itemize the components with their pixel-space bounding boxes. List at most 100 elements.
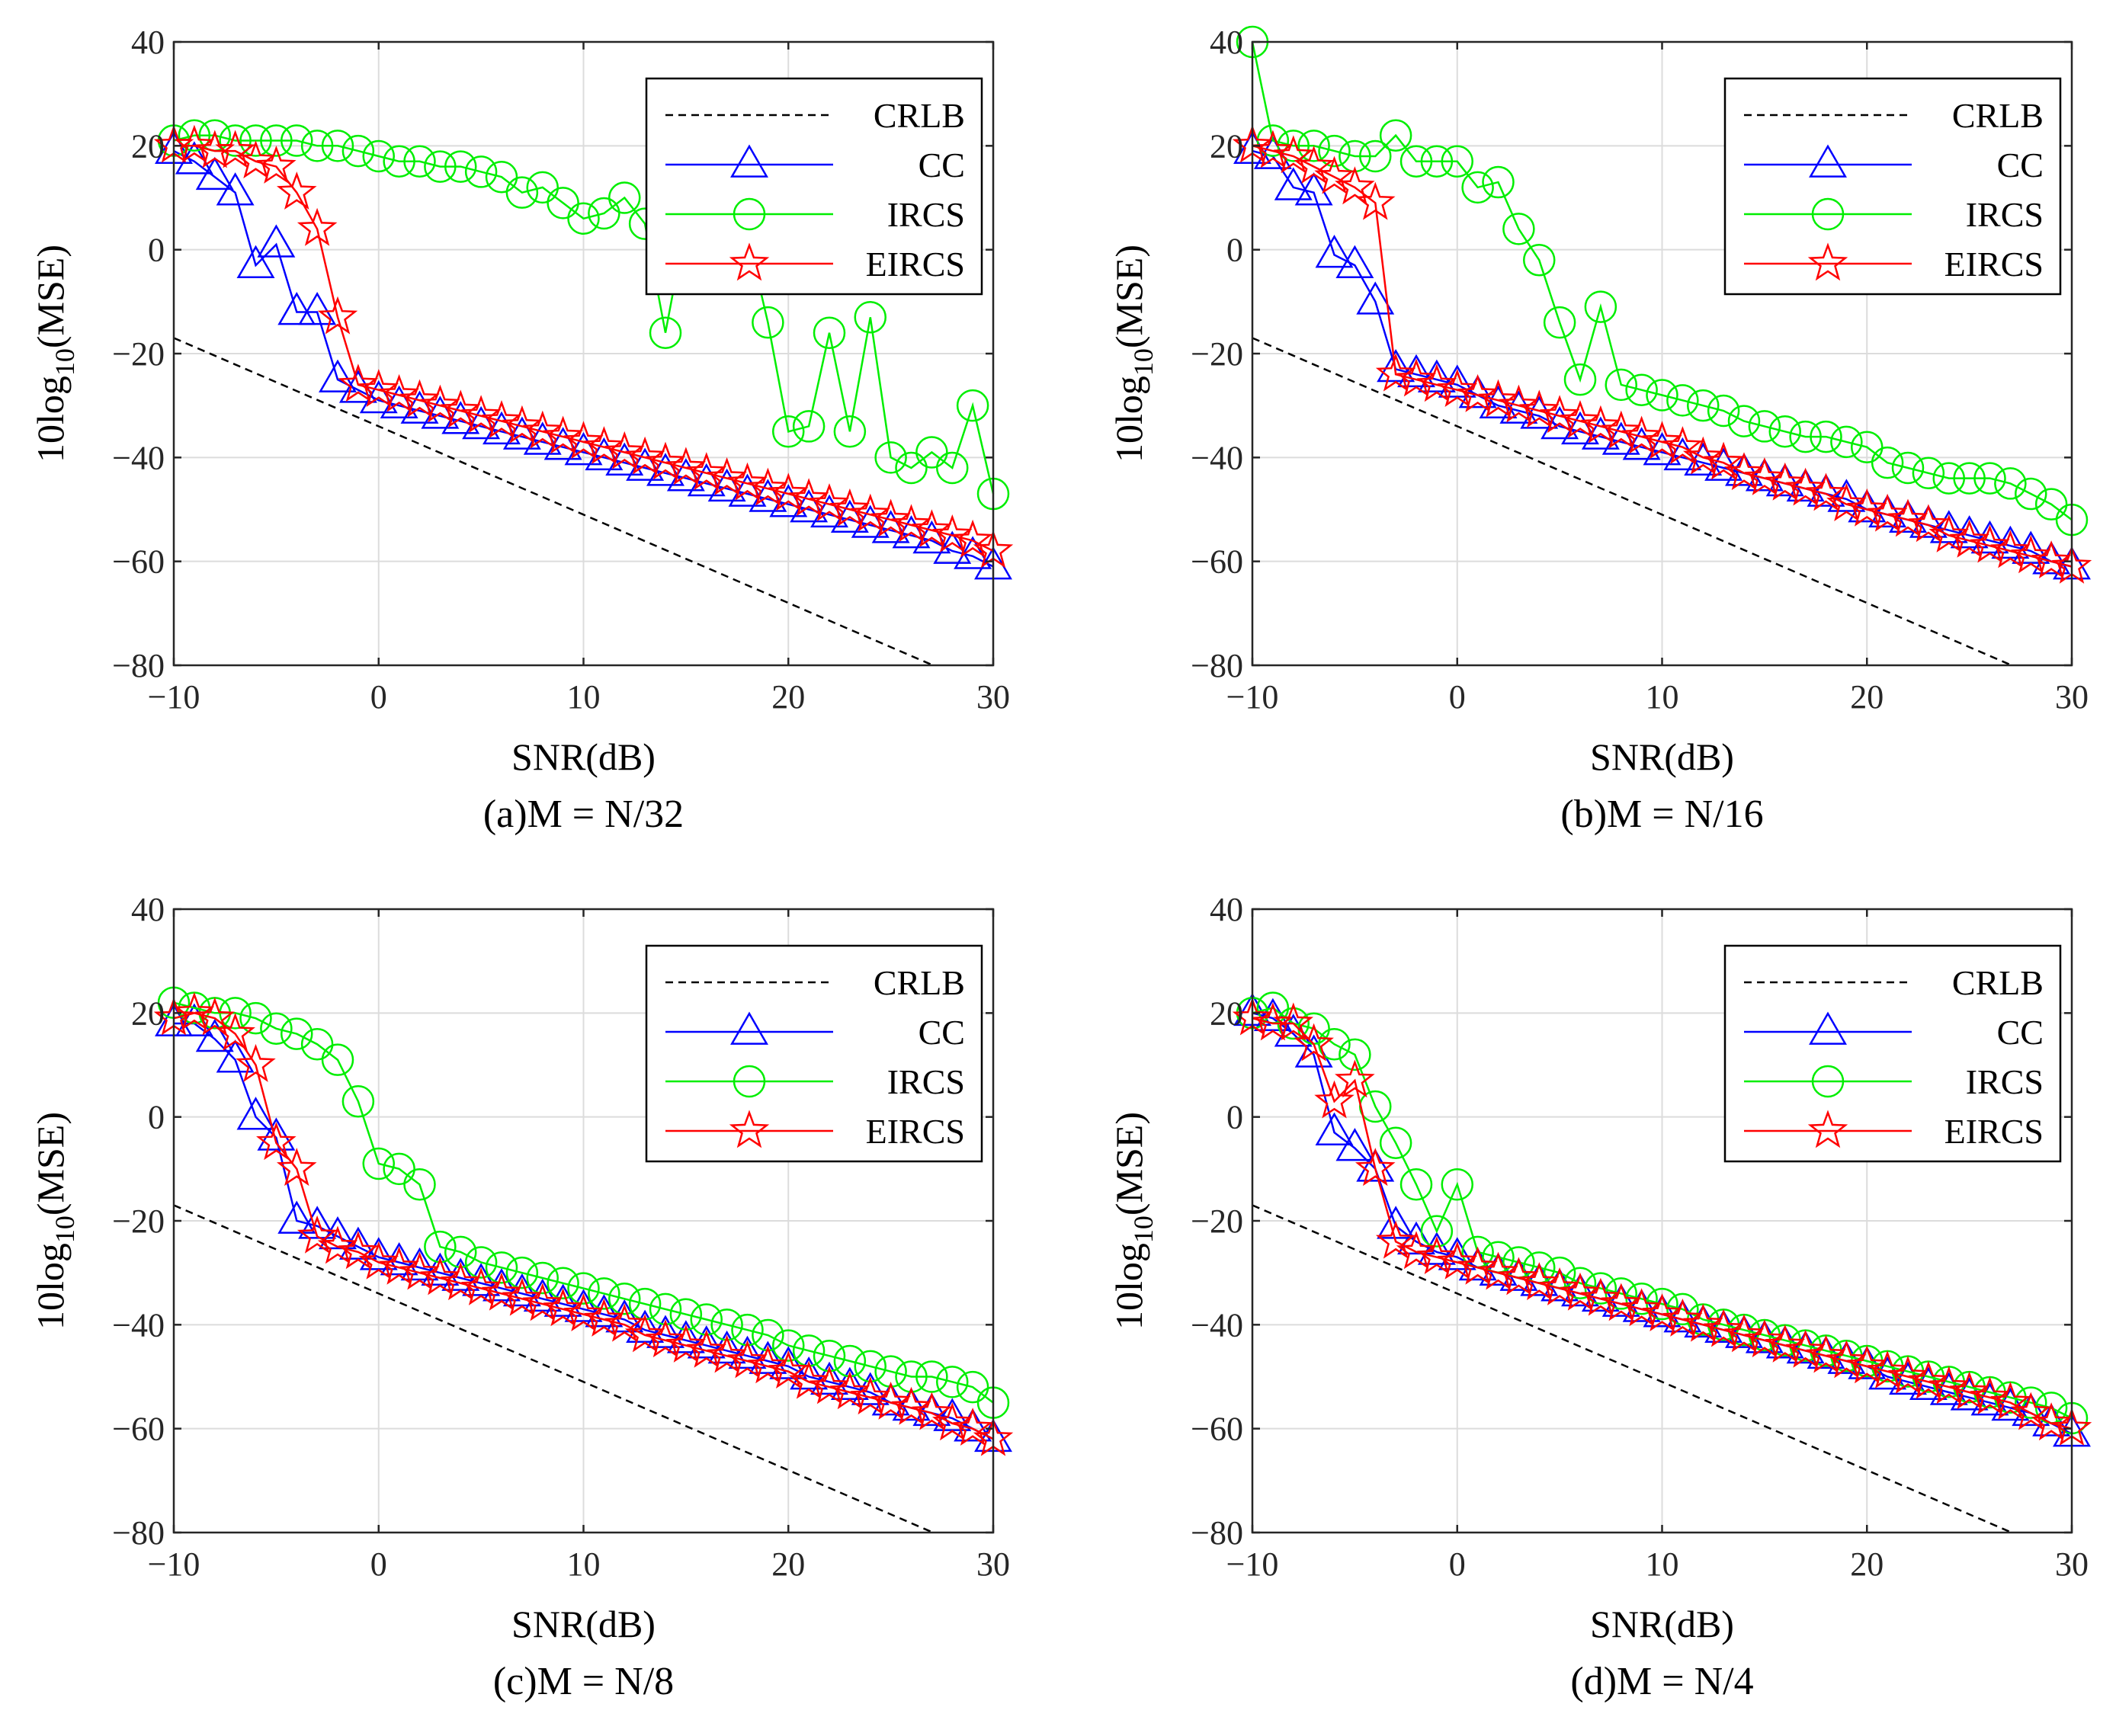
y-tick-label: −20 xyxy=(1191,1203,1243,1240)
data-point-eircs xyxy=(1970,1376,2010,1415)
chart-panel-a: −10 0 10 20 30−80−60−40−2002040SNR(dB)10log1… xyxy=(29,24,1014,836)
data-point-eircs xyxy=(215,1013,255,1051)
data-point-ircs xyxy=(383,145,415,178)
data-point-eircs xyxy=(1970,524,2010,563)
legend-marker-cc xyxy=(730,1011,768,1045)
data-point-ircs xyxy=(956,389,989,422)
data-point-eircs xyxy=(1499,1257,1539,1296)
y-tick-label: −80 xyxy=(1191,1514,1243,1552)
data-point-ircs xyxy=(300,130,334,162)
data-point-eircs xyxy=(1703,441,1744,480)
data-point-eircs xyxy=(276,1148,317,1187)
data-point-eircs xyxy=(1355,181,1396,220)
y-tick-label: 0 xyxy=(148,1099,165,1136)
data-point-ircs xyxy=(547,187,579,219)
y-axis-label-subscript: 10 xyxy=(50,1216,80,1243)
data-point-ircs xyxy=(341,134,375,168)
data-point-ircs xyxy=(403,145,436,178)
data-point-eircs xyxy=(1539,1267,1580,1305)
data-point-eircs xyxy=(297,1215,338,1254)
data-point-ircs xyxy=(1441,145,1473,178)
x-tick-label: 20 xyxy=(771,1545,805,1583)
data-point-eircs xyxy=(1703,1308,1744,1347)
y-tick-label: −20 xyxy=(1191,335,1243,373)
data-point-ircs xyxy=(1584,290,1617,323)
data-point-eircs xyxy=(1621,1288,1662,1327)
data-point-eircs xyxy=(1928,1366,1970,1404)
x-axis-label: SNR(dB) xyxy=(511,1603,656,1645)
data-point-ircs xyxy=(383,1152,415,1186)
data-point-eircs xyxy=(460,1267,502,1305)
y-tick-label: −20 xyxy=(112,1203,165,1240)
data-point-ircs xyxy=(1399,1168,1433,1201)
data-point-eircs xyxy=(931,514,973,553)
data-point-ircs xyxy=(588,197,620,230)
data-point-eircs xyxy=(1560,400,1601,438)
data-point-ircs xyxy=(505,176,539,209)
chart-panel-d: −10 0 10 20 30−80−60−40−2002040SNR(dB)10log1… xyxy=(1108,891,2092,1703)
y-tick-label: 0 xyxy=(1226,1099,1243,1136)
legend-label-crlb: CRLB xyxy=(874,963,965,1002)
legend-label-crlb: CRLB xyxy=(874,96,965,135)
y-tick-label: 40 xyxy=(131,891,165,928)
series-line-ircs xyxy=(1252,1007,2073,1420)
data-point-eircs xyxy=(1806,1334,1846,1373)
y-axis-label: 10log10(MSE) xyxy=(1108,1112,1159,1330)
data-point-eircs xyxy=(748,467,788,506)
data-point-cc xyxy=(1335,245,1374,278)
x-axis-label: SNR(dB) xyxy=(511,735,656,778)
data-point-ircs xyxy=(1687,389,1720,422)
data-point-ircs xyxy=(485,160,518,194)
data-point-eircs xyxy=(665,447,707,485)
data-point-cc xyxy=(1294,172,1333,206)
data-point-eircs xyxy=(420,384,460,423)
data-point-eircs xyxy=(1867,1350,1908,1389)
data-point-cc xyxy=(236,1097,275,1130)
data-point-eircs xyxy=(440,389,481,428)
data-point-eircs xyxy=(891,504,931,543)
data-point-ircs xyxy=(1379,1126,1412,1159)
data-point-ircs xyxy=(219,124,252,157)
y-tick-label: −40 xyxy=(1191,1306,1243,1344)
y-tick-label: −80 xyxy=(112,647,165,684)
data-point-ircs xyxy=(1379,119,1412,152)
data-point-ircs xyxy=(1584,1272,1617,1305)
data-point-ircs xyxy=(1297,130,1330,162)
data-point-ircs xyxy=(1973,462,2006,495)
x-tick-label: −10 xyxy=(148,1545,200,1583)
panel-caption: (a)M = N/32 xyxy=(483,793,684,836)
data-point-eircs xyxy=(1335,166,1375,205)
x-tick-label: 10 xyxy=(567,1545,601,1583)
legend-marker-ircs xyxy=(733,1065,766,1098)
data-point-eircs xyxy=(379,1246,419,1285)
y-axis-label-main: 10log xyxy=(1108,1243,1150,1330)
y-tick-label: 20 xyxy=(1210,127,1243,165)
data-point-ircs xyxy=(547,1267,579,1300)
data-point-eircs xyxy=(891,1386,931,1425)
data-point-eircs xyxy=(1396,1231,1437,1270)
y-axis-label-tail: (MSE) xyxy=(1108,245,1150,348)
data-point-eircs xyxy=(563,1293,604,1332)
data-point-eircs xyxy=(645,441,686,480)
data-point-cc xyxy=(216,172,255,206)
data-point-eircs xyxy=(1765,1324,1806,1363)
data-point-ircs xyxy=(1768,415,1801,448)
data-point-cc xyxy=(1581,1278,1620,1312)
x-tick-label: 0 xyxy=(370,1545,387,1583)
y-tick-label: 40 xyxy=(131,24,165,61)
data-point-eircs xyxy=(338,364,379,402)
legend-marker-eircs xyxy=(1807,242,1848,281)
data-point-ircs xyxy=(485,1251,518,1284)
series-group xyxy=(153,119,1014,665)
data-point-ircs xyxy=(260,1012,293,1046)
data-point-ircs xyxy=(1359,139,1392,173)
data-point-eircs xyxy=(420,1257,460,1296)
x-tick-label: 20 xyxy=(771,678,805,716)
data-point-ircs xyxy=(1605,368,1637,402)
data-point-eircs xyxy=(584,1298,624,1337)
legend-marker-ircs xyxy=(1811,1065,1845,1098)
data-point-cc xyxy=(1909,504,1948,538)
data-point-eircs xyxy=(1335,1059,1375,1098)
data-point-ircs xyxy=(752,306,784,339)
